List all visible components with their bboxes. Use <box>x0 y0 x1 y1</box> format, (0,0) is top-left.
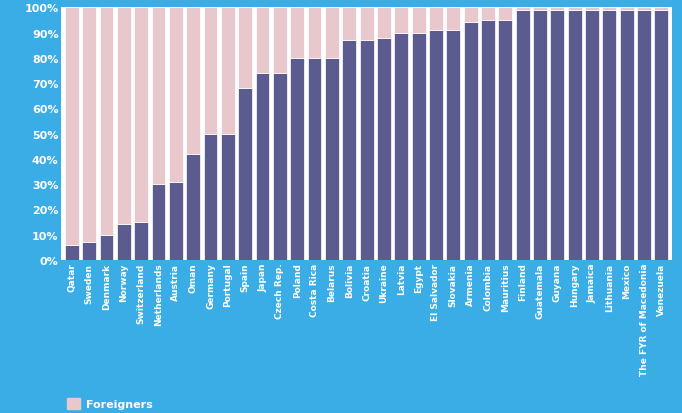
Bar <box>203 134 218 260</box>
Bar <box>169 182 183 260</box>
Bar <box>429 8 443 31</box>
Bar <box>655 8 668 11</box>
Bar <box>151 8 166 185</box>
Bar <box>567 8 582 11</box>
Bar <box>516 8 530 11</box>
Bar <box>429 31 443 260</box>
Bar <box>134 8 148 222</box>
Bar <box>134 222 148 260</box>
Bar <box>100 8 113 235</box>
Bar <box>464 24 477 260</box>
Bar <box>412 33 426 260</box>
Bar <box>377 8 391 38</box>
Bar <box>203 8 218 134</box>
Bar <box>550 11 564 260</box>
Bar <box>238 8 252 89</box>
Bar <box>602 8 617 11</box>
Bar <box>377 38 391 260</box>
Bar <box>533 8 547 11</box>
Bar <box>481 8 495 21</box>
Bar <box>464 8 477 24</box>
Bar <box>585 8 599 11</box>
Bar <box>620 11 634 260</box>
Bar <box>620 8 634 11</box>
Bar <box>186 8 200 154</box>
Bar <box>325 8 339 59</box>
Bar <box>308 59 321 260</box>
Bar <box>291 59 304 260</box>
Bar <box>655 11 668 260</box>
Bar <box>83 8 96 242</box>
Bar <box>359 8 374 41</box>
Bar <box>65 245 78 260</box>
Bar <box>394 33 409 260</box>
Bar <box>359 41 374 260</box>
Bar <box>221 134 235 260</box>
Bar <box>238 89 252 260</box>
Bar <box>550 8 564 11</box>
Bar <box>602 11 617 260</box>
Bar <box>516 11 530 260</box>
Bar <box>567 11 582 260</box>
Legend: Foreigners, Own nationals: Foreigners, Own nationals <box>67 398 175 413</box>
Bar <box>83 242 96 260</box>
Bar <box>342 41 356 260</box>
Bar <box>342 8 356 41</box>
Bar <box>499 21 512 260</box>
Bar <box>325 59 339 260</box>
Bar <box>186 154 200 260</box>
Bar <box>481 21 495 260</box>
Bar <box>291 8 304 59</box>
Bar <box>117 225 131 260</box>
Bar <box>100 235 113 260</box>
Bar <box>273 74 287 260</box>
Bar <box>394 8 409 33</box>
Bar <box>637 8 651 11</box>
Bar <box>169 8 183 182</box>
Bar <box>533 11 547 260</box>
Bar <box>256 8 269 74</box>
Bar <box>446 31 460 260</box>
Bar <box>273 8 287 74</box>
Bar <box>117 8 131 225</box>
Bar <box>65 8 78 245</box>
Bar <box>499 8 512 21</box>
Bar <box>412 8 426 33</box>
Bar <box>151 185 166 260</box>
Bar <box>585 11 599 260</box>
Bar <box>637 11 651 260</box>
Bar <box>256 74 269 260</box>
Bar <box>308 8 321 59</box>
Bar <box>221 8 235 134</box>
Bar <box>446 8 460 31</box>
